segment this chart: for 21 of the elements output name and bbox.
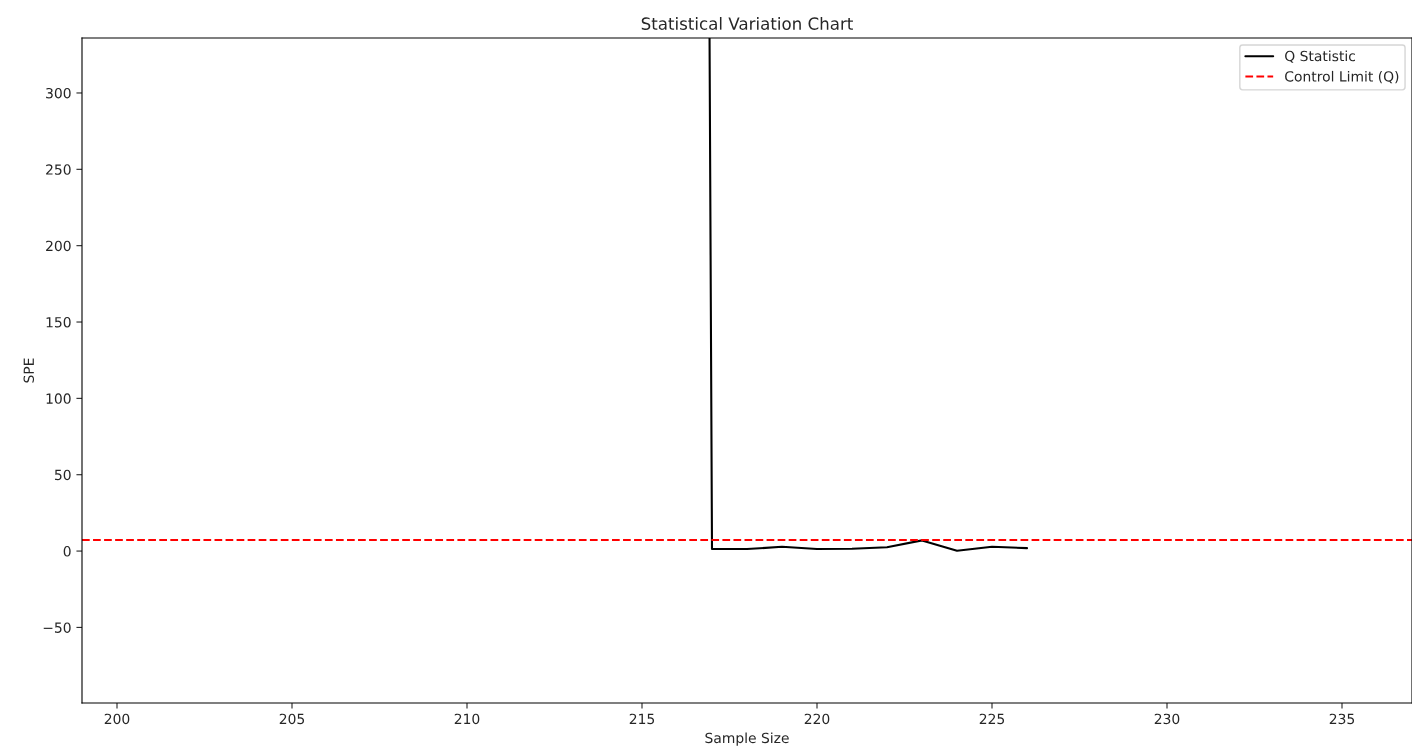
- y-tick-label: 200: [46, 240, 71, 252]
- y-tick-label: 300: [46, 87, 71, 99]
- x-tick-label: 235: [1329, 713, 1355, 725]
- chart-title: Statistical Variation Chart: [641, 17, 853, 30]
- legend-label: Q Statistic: [1285, 50, 1356, 63]
- x-tick-label: 215: [629, 713, 655, 725]
- x-tick-label: 220: [804, 713, 830, 725]
- x-tick-label: 225: [979, 713, 1005, 725]
- x-axis-title: Sample Size: [705, 732, 789, 746]
- y-axis-title: SPE: [23, 358, 35, 383]
- legend-label: Control Limit (Q): [1285, 70, 1399, 84]
- y-tick-label: 100: [46, 393, 71, 404]
- y-tick-label: 50: [54, 469, 71, 481]
- y-tick-label: −50: [43, 622, 71, 633]
- x-tick-label: 210: [454, 713, 480, 725]
- x-tick-label: 205: [279, 713, 305, 725]
- x-tick-label: 200: [104, 713, 130, 725]
- y-tick-label: 0: [63, 546, 71, 557]
- x-tick-label: 230: [1154, 713, 1180, 725]
- y-tick-label: 150: [46, 316, 71, 328]
- y-tick-label: 250: [46, 164, 71, 175]
